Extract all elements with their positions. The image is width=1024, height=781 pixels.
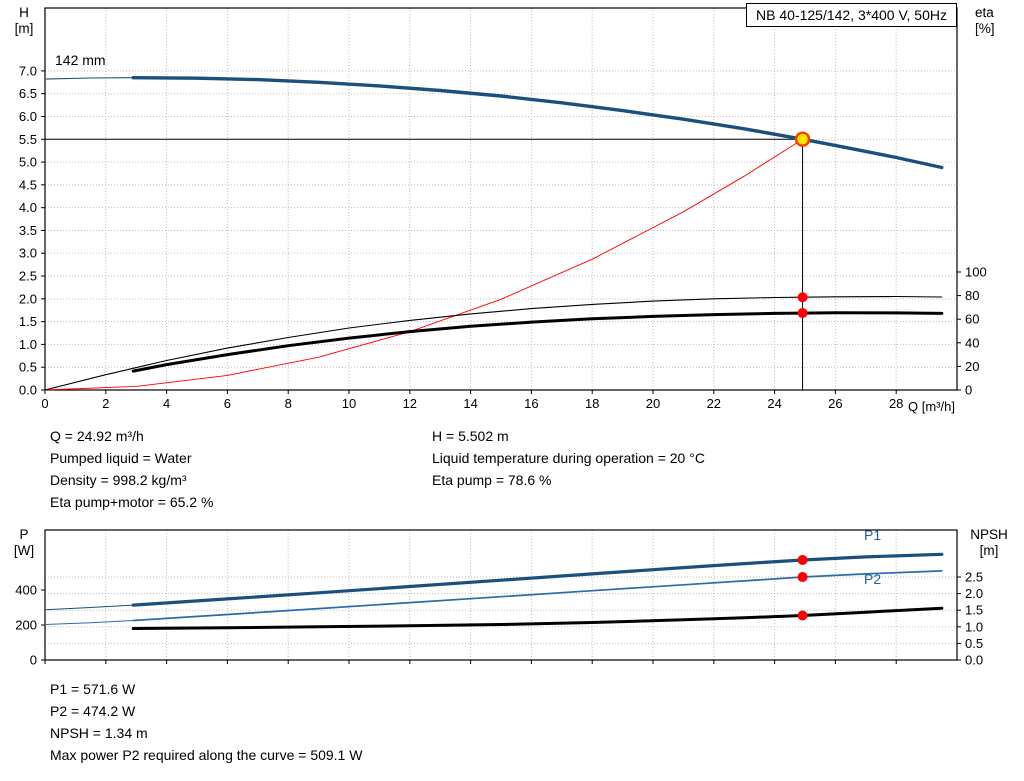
curve-p1 [131,552,944,607]
x-tick-label: 8 [285,396,292,411]
right-tick-label: 40 [965,335,979,350]
eta-axis-title: eta [%] [975,5,1019,37]
x-tick-label: 6 [224,396,231,411]
axis-title-line: NPSH [970,527,1008,542]
left-tick-label: 3.0 [19,246,37,261]
duty-readout-col2: H = 5.502 m Liquid temperature during ope… [432,425,705,491]
annotation-line: Density = 998.2 kg/m³ [50,472,187,488]
plot-frame [44,529,958,661]
curve-eta-pump-motor [131,311,944,373]
duty-dot [797,292,808,303]
operating-point-marker [794,131,811,147]
pump-model-title: NB 40-125/142, 3*400 V, 50Hz [746,3,957,27]
left-tick-label: 7.0 [19,63,37,78]
x-tick-label: 14 [463,396,477,411]
right-tick-label: 0 [965,383,972,398]
right-tick-label: 2.0 [965,586,983,601]
x-tick-label: 12 [403,396,417,411]
curve-p2 [132,570,943,622]
annotation-line: Max power P2 required along the curve = … [50,747,363,763]
axis-title-line: [m] [14,21,34,36]
curve-head-ext [44,77,134,80]
right-tick-label: 100 [965,264,987,279]
duty-dot [797,308,808,319]
power-readout-block: P1 = 571.6 W P2 = 474.2 W NPSH = 1.34 m Max… [50,678,362,766]
x-tick-label: 18 [585,396,599,411]
left-tick-label: 4.0 [19,200,37,215]
annotation-line: P2 = 474.2 W [50,703,136,719]
x-tick-label: 28 [889,396,903,411]
duty-dot [797,554,808,565]
axis-title-line: P [19,527,29,542]
right-tick-label: 60 [965,312,979,327]
x-tick-label: 24 [767,396,781,411]
duty-readout-col1: Q = 24.92 m³/h Pumped liquid = Water Densi… [50,425,213,513]
left-tick-label: 2.0 [19,291,37,306]
p2-curve-label: P2 [864,571,882,587]
axis-title-line: eta [975,5,994,20]
left-tick-label: 5.5 [19,132,37,147]
curve-head-142mm [131,76,944,170]
x-tick-label: 2 [102,396,109,411]
x-tick-label: 20 [646,396,660,411]
x-tick-label: 26 [828,396,842,411]
left-tick-label: 1.5 [19,314,37,329]
right-tick-label: 20 [965,359,979,374]
curve-p2-ext [44,620,134,625]
impeller-size-label: 142 mm [55,52,106,68]
left-tick-label: 0.5 [19,360,37,375]
axis-title-line: [%] [975,21,995,36]
left-tick-label: 6.5 [19,86,37,101]
q-axis-title: Q [m³/h] [908,399,955,414]
duty-dot [797,572,808,583]
curve-p1-ext [44,604,134,611]
annotation-line: H = 5.502 m [432,428,509,444]
annotation-line: Liquid temperature during operation = 20… [432,450,705,466]
left-tick-label: 4.5 [19,177,37,192]
annotation-line: Eta pump = 78.6 % [432,472,552,488]
duty-dot [797,610,808,621]
curve-npsh [131,606,944,630]
curve-eta-pump [44,295,943,391]
right-tick-label: 0.5 [965,636,983,651]
annotation-line: Q = 24.92 m³/h [50,428,144,444]
left-tick-label: 200 [15,618,37,633]
right-tick-label: 1.5 [965,603,983,618]
npsh-axis-title: NPSH [m] [960,527,1018,559]
x-tick-label: 4 [163,396,170,411]
left-tick-label: 1.0 [19,337,37,352]
left-tick-label: 0.0 [19,383,37,398]
axis-title-line: H [19,5,29,20]
plot-frame [44,7,958,391]
left-tick-label: 2.5 [19,269,37,284]
x-tick-label: 10 [342,396,356,411]
x-tick-label: 16 [524,396,538,411]
axis-title-line: [W] [13,543,35,558]
x-tick-label: 22 [707,396,721,411]
axis-title-line: [m] [979,543,999,558]
right-tick-label: 1.0 [965,619,983,634]
curve-system-curve [44,138,804,391]
right-tick-label: 0.0 [965,653,983,668]
x-tick-label: 0 [41,396,48,411]
left-tick-label: 3.5 [19,223,37,238]
left-tick-label: 5.0 [19,155,37,170]
right-tick-label: 2.5 [965,570,983,585]
left-tick-label: 6.0 [19,109,37,124]
right-tick-label: 80 [965,288,979,303]
annotation-line: Pumped liquid = Water [50,450,192,466]
p1-curve-label: P1 [864,527,882,543]
left-tick-label: 0 [30,653,37,668]
annotation-line: NPSH = 1.34 m [50,725,148,741]
p-axis-title: P [W] [8,527,40,559]
annotation-line: Eta pump+motor = 65.2 % [50,494,214,510]
left-tick-label: 400 [15,583,37,598]
h-axis-title: H [m] [8,5,40,37]
annotation-line: P1 = 571.6 W [50,681,136,697]
